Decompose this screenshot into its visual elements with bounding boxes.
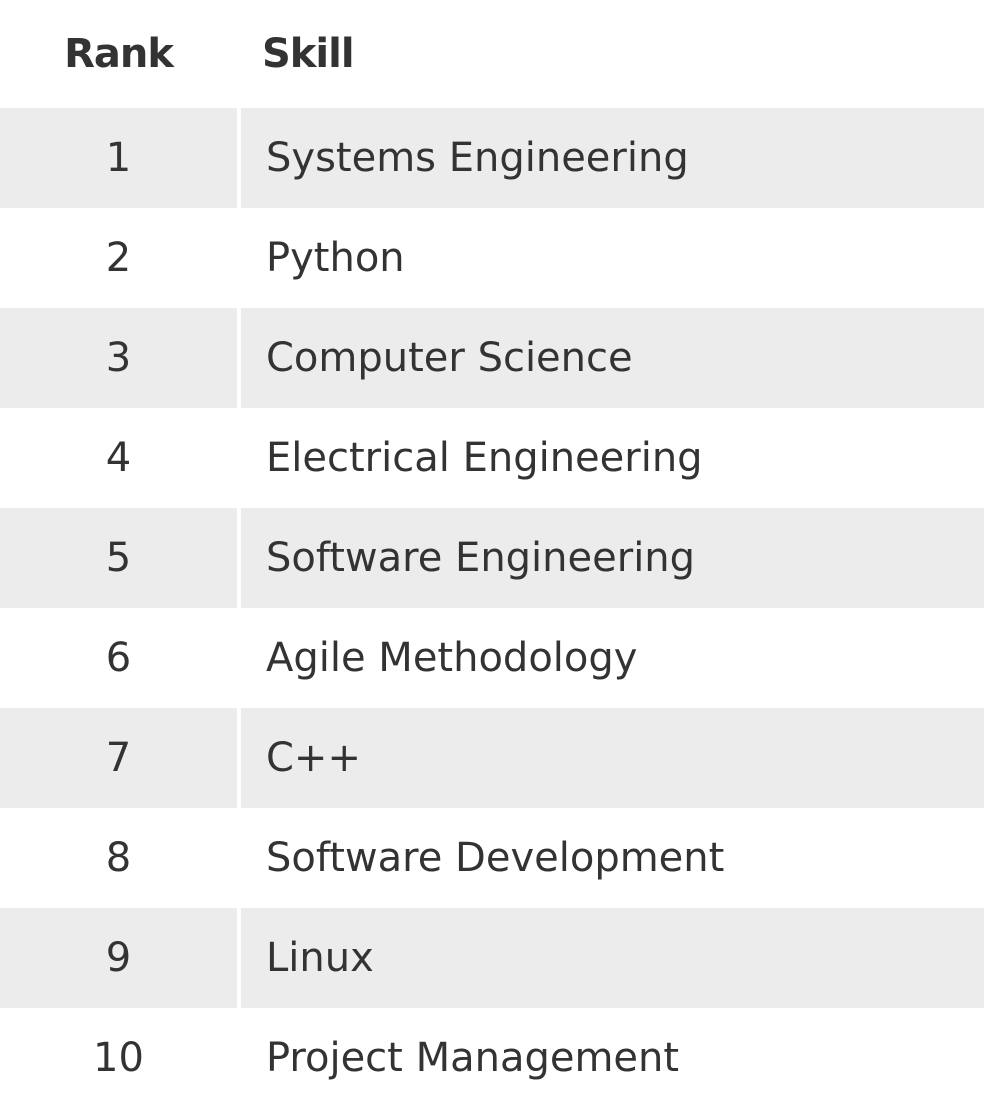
rank-cell: 7 bbox=[0, 708, 237, 808]
skill-cell: Systems Engineering bbox=[237, 108, 984, 208]
table-body: 1 Systems Engineering 2 Python 3 Compute… bbox=[0, 108, 984, 1108]
table-row: 7 C++ bbox=[0, 708, 984, 808]
rank-cell: 4 bbox=[0, 408, 237, 508]
rank-cell: 9 bbox=[0, 908, 237, 1008]
rank-cell: 8 bbox=[0, 808, 237, 908]
rank-cell: 6 bbox=[0, 608, 237, 708]
column-header-rank: Rank bbox=[0, 0, 237, 108]
skill-cell: Agile Methodology bbox=[237, 608, 984, 708]
rank-cell: 1 bbox=[0, 108, 237, 208]
rank-cell: 5 bbox=[0, 508, 237, 608]
table-row: 4 Electrical Engineering bbox=[0, 408, 984, 508]
table-header: Rank Skill bbox=[0, 0, 984, 108]
skill-cell: Linux bbox=[237, 908, 984, 1008]
table-row: 6 Agile Methodology bbox=[0, 608, 984, 708]
table-row: 8 Software Development bbox=[0, 808, 984, 908]
skill-cell: Electrical Engineering bbox=[237, 408, 984, 508]
skill-cell: Computer Science bbox=[237, 308, 984, 408]
table-row: 1 Systems Engineering bbox=[0, 108, 984, 208]
table-row: 5 Software Engineering bbox=[0, 508, 984, 608]
skill-cell: Software Engineering bbox=[237, 508, 984, 608]
column-header-skill: Skill bbox=[237, 0, 984, 108]
rank-cell: 2 bbox=[0, 208, 237, 308]
table-row: 3 Computer Science bbox=[0, 308, 984, 408]
rank-cell: 10 bbox=[0, 1008, 237, 1108]
header-row: Rank Skill bbox=[0, 0, 984, 108]
skill-cell: C++ bbox=[237, 708, 984, 808]
skill-cell: Python bbox=[237, 208, 984, 308]
table-row: 10 Project Management bbox=[0, 1008, 984, 1108]
rank-cell: 3 bbox=[0, 308, 237, 408]
skill-cell: Project Management bbox=[237, 1008, 984, 1108]
skill-cell: Software Development bbox=[237, 808, 984, 908]
table-row: 9 Linux bbox=[0, 908, 984, 1008]
table-row: 2 Python bbox=[0, 208, 984, 308]
